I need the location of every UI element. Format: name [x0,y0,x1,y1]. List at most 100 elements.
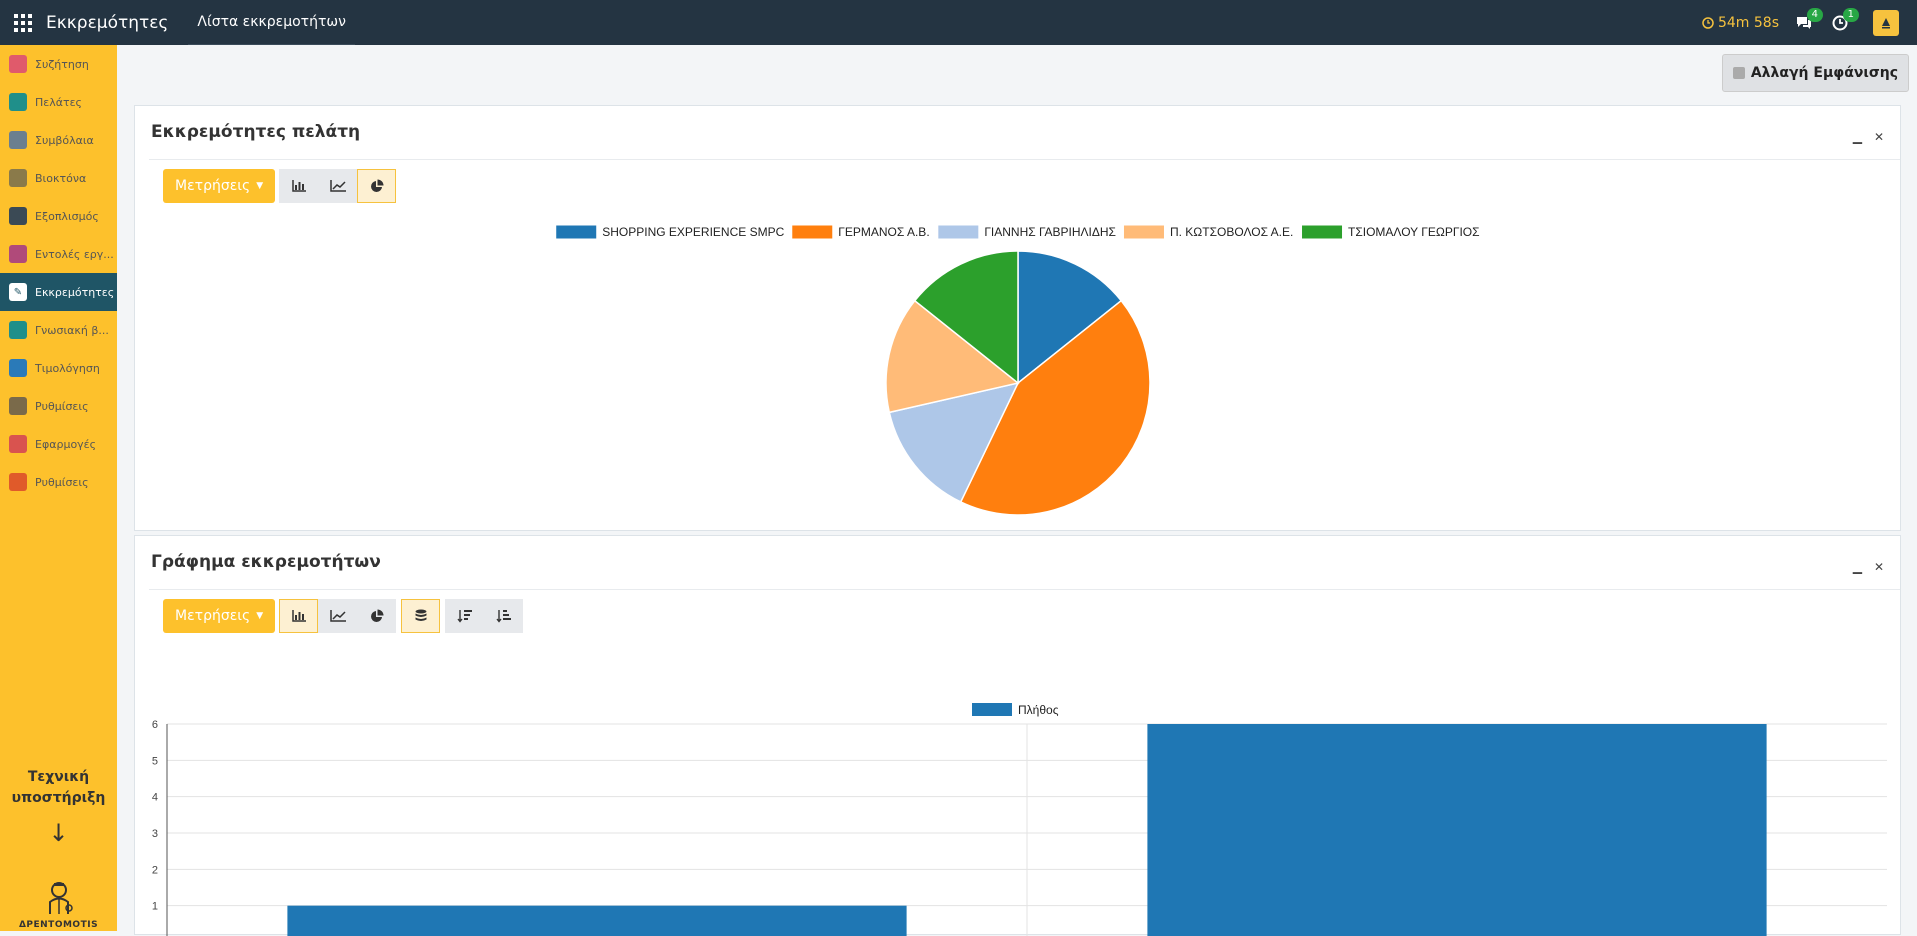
legend-label: ΓΕΡΜΑΝΟΣ Α.Β. [838,225,929,239]
apps-grid-icon[interactable] [0,0,46,45]
sort-descending-button[interactable] [445,599,485,633]
contract-icon [9,131,27,149]
line-chart-icon [329,180,346,192]
legend-label: ΓΙΑΝΝΗΣ ΓΑΒΡΙΗΛΙΔΗΣ [984,225,1116,239]
minimize-icon[interactable]: ▁ [1852,130,1862,144]
pie-chart-button[interactable] [357,599,397,633]
sidebar-item-label: Εκκρεμότητες [35,285,115,299]
odoo-settings-icon [9,473,27,491]
sidebar-menu: Συζήτηση Πελάτες Συμβόλαια Βιοκτόνα Εξοπλισμ… [0,45,117,501]
biocide-icon [9,169,27,187]
pie-chart-icon [370,609,384,622]
logo-text: ΔΡΕΝΤΟΜΟTIS [18,920,99,930]
exterminator-logo-icon [48,882,73,914]
legend-swatch [792,225,833,239]
top-navbar: Εκκρεμότητες Λίστα εκκρεμοτήτων 54m 58s … [0,0,1917,45]
pie-slice [1017,250,1123,385]
bar-chart-icon [291,180,306,192]
timer[interactable]: 54m 58s [1702,15,1779,31]
sort-ascending-button[interactable] [484,599,524,633]
sidebar-item[interactable]: Εξοπλισμός [0,197,117,235]
sidebar-item[interactable]: ✎ Εκκρεμότητες [0,273,117,311]
pie-slice [959,299,1151,516]
line-chart-button[interactable] [318,599,358,633]
y-tick-label: 1 [152,901,158,913]
bar-chart-button[interactable] [279,599,319,633]
pie-chart-icon [370,179,384,192]
sidebar-item-label: Εξοπλισμός [35,209,99,223]
chat-icon [9,55,27,73]
customer-pending-panel: Εκκρεμότητες πελάτη ▁ ✕ Μετρήσεις ▼ SHOP… [134,105,1901,531]
sidebar-item-label: Βιοκτόνα [35,171,87,185]
close-icon[interactable]: ✕ [1873,130,1884,144]
close-icon[interactable]: ✕ [1873,560,1884,574]
activities-button[interactable]: 1 [1825,0,1859,45]
sidebar-item[interactable]: Ρυθμίσεις [0,463,117,501]
measures-label: Μετρήσεις [175,608,251,624]
sidebar-item-label: Συμβόλαια [35,133,94,147]
sidebar-item[interactable]: Εφαρμογές [0,425,117,463]
bar-chart-button[interactable] [279,169,319,203]
app-title[interactable]: Εκκρεμότητες [46,12,169,33]
stacked-button[interactable] [401,599,441,633]
sort-descending-icon [457,610,472,623]
sidebar-item[interactable]: Βιοκτόνα [0,159,117,197]
invoice-icon [9,359,27,377]
support-line1: Τεχνική [27,769,90,785]
avatar-logo-icon [1882,17,1890,28]
pending-graph-panel: Γράφημα εκκρεμοτήτων ▁ ✕ Μετρήσεις ▼ [134,535,1901,936]
knowledge-icon [9,321,27,339]
timer-text: 54m 58s [1717,14,1779,31]
line-chart-button[interactable] [318,169,358,203]
caret-down-icon: ▼ [256,181,264,191]
sidebar-item-label: Εφαρμογές [35,437,97,451]
sidebar-item-label: Ρυθμίσεις [35,475,89,489]
menu-pending-list[interactable]: Λίστα εκκρεμοτήτων [188,0,355,45]
sidebar-item[interactable]: Συζήτηση [0,45,117,83]
legend-swatch [1123,225,1164,239]
pending-icon: ✎ [9,283,27,301]
y-tick-label: 5 [152,755,158,767]
database-stack-icon [415,609,427,621]
gear-icon [9,397,27,415]
pie-chart-button[interactable] [357,169,397,203]
legend-swatch [1302,225,1343,239]
measures-dropdown[interactable]: Μετρήσεις ▼ [163,599,276,633]
chat-bubbles-icon [1797,16,1811,29]
pie-chart: SHOPPING EXPERIENCE SMPC ΓΕΡΜΑΝΟΣ Α.Β. ΓΙΑ… [556,225,1480,516]
sidebar-item-label: Πελάτες [35,95,83,109]
legend-label: SHOPPING EXPERIENCE SMPC [602,225,784,239]
sidebar-item-label: Τιμολόγηση [35,361,100,375]
sort-ascending-icon [496,610,511,623]
sidebar-item[interactable]: Πελάτες [0,83,117,121]
legend-swatch [972,703,1012,716]
divider [149,159,1900,160]
pie-slice [888,381,1020,503]
sidebar-item-label: Συζήτηση [35,57,89,71]
measures-dropdown[interactable]: Μετρήσεις ▼ [163,169,276,203]
messages-button[interactable]: 4 [1789,0,1823,45]
change-view-button[interactable]: Αλλαγή Εμφάνισης [1721,54,1909,92]
sidebar-item[interactable]: Τιμολόγηση [0,349,117,387]
caret-down-icon: ▼ [256,611,264,621]
sidebar-item[interactable]: Εντολές εργ... [0,235,117,273]
support-line2: υποστήριξη [11,790,106,806]
technical-support[interactable]: Τεχνική υποστήριξη [0,767,117,809]
chart-toolbar: Μετρήσεις ▼ [163,599,524,633]
pie-slice [885,299,1020,414]
panel-title: Εκκρεμότητες πελάτη [151,122,361,142]
panel-title: Γράφημα εκκρεμοτήτων [151,552,381,572]
legend-label: Π. ΚΩΤΣΟΒΟΛΟΣ Α.Ε. [1170,225,1293,239]
arrow-down-icon: ↓ [48,819,69,847]
sidebar-item[interactable]: Ρυθμίσεις [0,387,117,425]
chart-toolbar: Μετρήσεις ▼ [163,169,397,203]
legend-swatch [938,225,979,239]
sidebar-item[interactable]: Γνωσιακή β... [0,311,117,349]
main-content: Αλλαγή Εμφάνισης Εκκρεμότητες πελάτη ▁ ✕… [117,45,1917,936]
bar-chart-icon [291,610,306,622]
pie-slice [913,250,1019,385]
messages-count-badge: 4 [1806,8,1823,22]
minimize-icon[interactable]: ▁ [1852,560,1862,574]
sidebar-item[interactable]: Συμβόλαια [0,121,117,159]
user-avatar[interactable] [1873,9,1899,36]
